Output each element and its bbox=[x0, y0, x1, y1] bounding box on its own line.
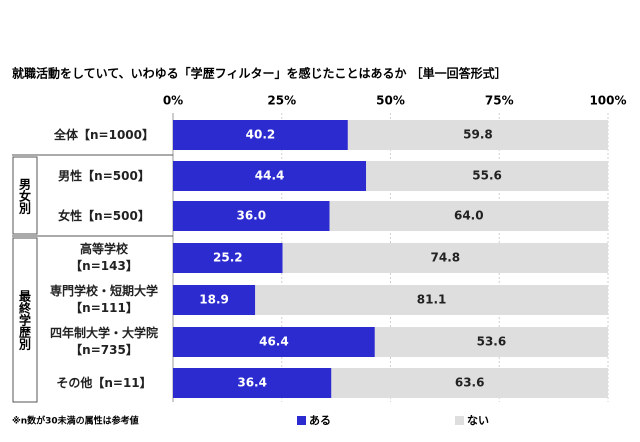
value-label: 63.6 bbox=[455, 376, 485, 390]
bar-segment bbox=[173, 120, 348, 150]
value-label: 25.2 bbox=[213, 251, 243, 265]
bar-segment bbox=[173, 201, 330, 231]
value-label: 55.6 bbox=[472, 169, 502, 183]
x-tick-label: 75% bbox=[485, 94, 514, 108]
chart-title: 就職活動をしていて、いわゆる「学歴フィルター」を感じたことはあるか ［単一回答形… bbox=[12, 66, 507, 81]
bar-segment bbox=[374, 327, 608, 357]
value-label: 36.0 bbox=[236, 209, 266, 223]
legend-label: ある bbox=[309, 414, 331, 427]
value-label: 81.1 bbox=[417, 293, 447, 307]
value-label: 40.2 bbox=[246, 128, 276, 142]
legend-swatch bbox=[455, 416, 464, 425]
bar-segment bbox=[173, 327, 375, 357]
legend-swatch bbox=[297, 416, 306, 425]
y-tick-label: 男性【n=500】 bbox=[58, 168, 150, 183]
bar-segment bbox=[173, 243, 283, 273]
bar-segment bbox=[173, 285, 256, 315]
group-box bbox=[12, 156, 38, 235]
y-tick-label: 高等学校 【n=143】 bbox=[70, 242, 138, 273]
footnote: ※n数が30未満の属性は参考値 bbox=[12, 415, 139, 427]
bar-segment bbox=[255, 285, 608, 315]
x-tick-label: 100% bbox=[589, 94, 626, 108]
group-label: 男女別 bbox=[17, 177, 32, 214]
bar-segment bbox=[366, 161, 608, 191]
bar-segment bbox=[173, 161, 367, 191]
group-label: 最終学歴別 bbox=[17, 290, 32, 350]
legend-label: ない bbox=[467, 414, 489, 427]
value-label: 44.4 bbox=[255, 169, 285, 183]
bar-segment bbox=[173, 368, 332, 398]
x-tick-label: 0% bbox=[163, 94, 183, 108]
bar-segment bbox=[329, 201, 608, 231]
group-box bbox=[12, 237, 38, 403]
y-tick-label: 四年制大学・大学院 【n=735】 bbox=[49, 326, 158, 357]
value-label: 53.6 bbox=[477, 335, 507, 349]
y-tick-label: 女性【n=500】 bbox=[58, 208, 150, 223]
bar-segment bbox=[331, 368, 608, 398]
y-tick-label: 専門学校・短期大学 【n=111】 bbox=[49, 284, 158, 315]
value-label: 59.8 bbox=[463, 128, 493, 142]
value-label: 64.0 bbox=[454, 209, 484, 223]
bar-segment bbox=[347, 120, 608, 150]
value-label: 46.4 bbox=[259, 335, 289, 349]
value-label: 74.8 bbox=[431, 251, 461, 265]
value-label: 18.9 bbox=[199, 293, 229, 307]
y-tick-label: その他【n=11】 bbox=[56, 375, 152, 390]
y-tick-label: 全体【n=1000】 bbox=[54, 127, 154, 142]
value-label: 36.4 bbox=[237, 376, 267, 390]
bar-segment bbox=[282, 243, 608, 273]
x-tick-label: 50% bbox=[376, 94, 405, 108]
x-tick-label: 25% bbox=[267, 94, 296, 108]
